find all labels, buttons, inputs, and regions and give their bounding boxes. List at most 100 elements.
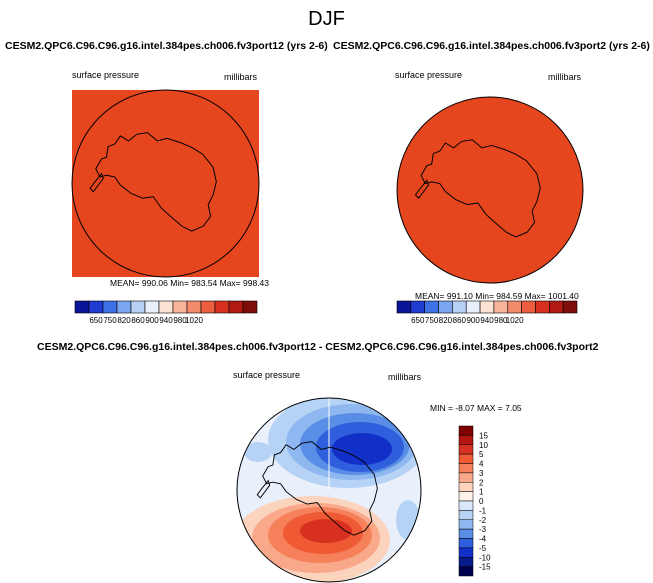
page-title: DJF bbox=[308, 8, 345, 30]
colorbar-tick-label: 900 bbox=[466, 316, 480, 325]
colorbar-swatch bbox=[521, 300, 536, 314]
colorbar-swatch bbox=[458, 435, 474, 445]
colorbar-tick-label: 750 bbox=[103, 316, 117, 325]
colorbar-level-label: -2 bbox=[479, 516, 487, 525]
diff-negative-west bbox=[244, 442, 272, 462]
colorbar-swatch bbox=[186, 300, 202, 314]
colorbar-level-label: -15 bbox=[479, 563, 491, 572]
panel-1-map bbox=[71, 89, 260, 278]
colorbar-swatch bbox=[458, 444, 474, 455]
colorbar-level-label: 3 bbox=[479, 469, 484, 478]
panel-2-units-label: millibars bbox=[548, 72, 582, 82]
colorbar-swatch bbox=[74, 300, 90, 314]
colorbar-swatch bbox=[228, 300, 244, 314]
panel-2-case-title: CESM2.QPC6.C96.C96.g16.intel.384pes.ch00… bbox=[333, 40, 650, 52]
colorbar-tick-label: 650 bbox=[411, 316, 425, 325]
panel-2-field-fill bbox=[396, 96, 584, 284]
colorbar-level-label: -10 bbox=[479, 553, 491, 562]
colorbar-swatch bbox=[214, 300, 230, 314]
colorbar-swatch bbox=[396, 300, 412, 314]
colorbar-tick-label: 750 bbox=[425, 316, 439, 325]
colorbar-swatch bbox=[458, 453, 474, 464]
panel-2-map bbox=[396, 96, 584, 284]
colorbar-swatch bbox=[507, 300, 522, 314]
colorbar-swatch bbox=[458, 472, 474, 483]
colorbar-swatch bbox=[458, 538, 474, 549]
panel-1-variable-label: surface pressure bbox=[72, 70, 140, 80]
colorbar-tick-label: 980 bbox=[173, 316, 187, 325]
colorbar-swatch bbox=[465, 300, 481, 314]
colorbar-swatch bbox=[458, 491, 474, 502]
colorbar-swatch bbox=[424, 300, 439, 314]
colorbar-tick-label: 860 bbox=[453, 316, 467, 325]
colorbar-swatch bbox=[144, 300, 160, 314]
difference-map-boundary bbox=[236, 397, 422, 583]
difference-variable-label: surface pressure bbox=[233, 370, 301, 380]
colorbar-swatch bbox=[458, 519, 474, 530]
colorbar-tick-label: 1020 bbox=[185, 316, 203, 325]
colorbar-swatch bbox=[479, 300, 495, 314]
panel-2-variable-label: surface pressure bbox=[395, 70, 463, 80]
colorbar-level-label: 10 bbox=[479, 441, 488, 450]
colorbar-swatch bbox=[102, 300, 118, 314]
colorbar-level-label: 4 bbox=[479, 460, 484, 469]
colorbar-swatch bbox=[158, 300, 174, 314]
colorbar-tick-label: 650 bbox=[89, 316, 103, 325]
colorbar-swatch bbox=[452, 300, 467, 314]
panel-1-field-fill bbox=[72, 90, 259, 277]
colorbar-swatch bbox=[116, 300, 132, 314]
colorbar-swatch bbox=[458, 482, 474, 492]
colorbar-tick-label: 820 bbox=[439, 316, 453, 325]
colorbar-swatch bbox=[458, 528, 474, 539]
colorbar-swatch bbox=[410, 300, 425, 314]
panel-1-map-boundary bbox=[71, 89, 260, 278]
panel-2-stats: MEAN= 991.10 Min= 984.59 Max= 1001.40 bbox=[415, 291, 579, 301]
difference-stats: MIN = -8.07 MAX = 7.05 bbox=[430, 403, 522, 413]
colorbar-swatch bbox=[458, 500, 474, 511]
colorbar-swatch bbox=[458, 463, 474, 474]
colorbar-swatch bbox=[458, 425, 474, 436]
colorbar-level-label: -5 bbox=[479, 544, 487, 553]
colorbar-tick-label: 820 bbox=[117, 316, 131, 325]
colorbar-swatch bbox=[130, 300, 146, 314]
diff-positive-core bbox=[300, 519, 352, 543]
panel-1-case-title: CESM2.QPC6.C96.C96.g16.intel.384pes.ch00… bbox=[5, 40, 328, 52]
colorbar-swatch bbox=[493, 300, 509, 314]
colorbar-tick-label: 1020 bbox=[506, 316, 524, 325]
colorbar-swatch bbox=[438, 300, 453, 314]
colorbar-tick-label: 860 bbox=[131, 316, 145, 325]
colorbar-tick-label: 940 bbox=[480, 316, 494, 325]
colorbar-swatch bbox=[535, 300, 550, 314]
colorbar-level-label: -1 bbox=[479, 506, 487, 515]
colorbar-level-label: -4 bbox=[479, 535, 487, 544]
colorbar-swatch bbox=[172, 300, 188, 314]
colorbar-swatch bbox=[458, 547, 474, 558]
difference-units-label: millibars bbox=[388, 372, 422, 382]
colorbar-swatch bbox=[200, 300, 216, 314]
colorbar-level-label: 1 bbox=[479, 488, 484, 497]
colorbar-swatch bbox=[458, 566, 474, 577]
difference-title: CESM2.QPC6.C96.C96.g16.intel.384pes.ch00… bbox=[37, 341, 599, 353]
colorbar-swatch bbox=[562, 300, 578, 314]
difference-map bbox=[236, 397, 422, 583]
colorbar-tick-label: 940 bbox=[159, 316, 173, 325]
colorbar-swatch bbox=[88, 300, 104, 314]
panel-1-units-label: millibars bbox=[224, 72, 258, 82]
colorbar-swatch bbox=[549, 300, 564, 314]
colorbar-tick-label: 900 bbox=[145, 316, 159, 325]
colorbar-level-label: 2 bbox=[479, 478, 484, 487]
colorbar-level-label: 15 bbox=[479, 431, 488, 440]
diff-negative-core bbox=[332, 433, 392, 465]
colorbar-swatch bbox=[458, 510, 474, 520]
colorbar-tick-label: 980 bbox=[494, 316, 508, 325]
panel-1-stats: MEAN= 990.06 Min= 983.54 Max= 998.43 bbox=[110, 278, 270, 288]
colorbar-level-label: -3 bbox=[479, 525, 487, 534]
colorbar-swatch bbox=[458, 557, 474, 567]
colorbar-level-label: 0 bbox=[479, 497, 484, 506]
colorbar-swatch bbox=[242, 300, 258, 314]
colorbar-level-label: 5 bbox=[479, 450, 484, 459]
